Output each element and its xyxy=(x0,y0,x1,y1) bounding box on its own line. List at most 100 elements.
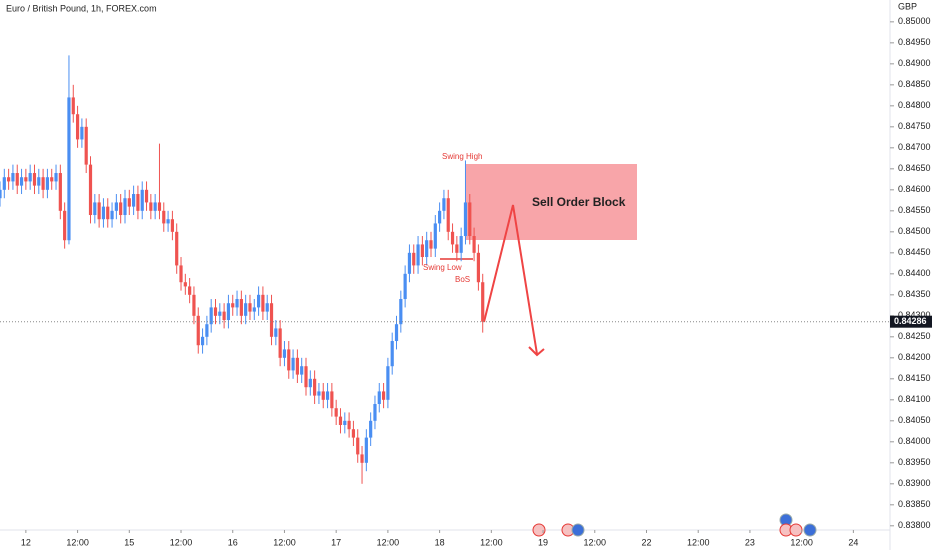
candle-body xyxy=(97,202,101,220)
y-tick-label: 0.84050 xyxy=(898,415,931,425)
x-tick-label: 12:00 xyxy=(377,537,400,547)
x-tick-label: 16 xyxy=(228,537,238,547)
candle-body xyxy=(334,408,338,417)
candle-body xyxy=(67,97,71,241)
candle-body xyxy=(455,244,459,253)
y-tick-label: 0.84600 xyxy=(898,184,931,194)
candle-body xyxy=(205,324,209,337)
candle-body xyxy=(386,366,390,400)
candle-body xyxy=(394,324,399,342)
candle-body xyxy=(222,311,226,321)
candle-body xyxy=(226,303,231,321)
candle-body xyxy=(304,366,308,388)
chart-title: Euro / British Pound, 1h, FOREX.com xyxy=(6,3,157,13)
x-tick-label: 19 xyxy=(538,537,548,547)
candle-body xyxy=(179,265,183,283)
y-tick-label: 0.84850 xyxy=(898,79,931,89)
y-tick-label: 0.84550 xyxy=(898,205,931,215)
x-tick-label: 23 xyxy=(745,537,755,547)
y-tick-label: 0.83850 xyxy=(898,499,931,509)
y-tick-label: 0.84200 xyxy=(898,352,931,362)
candle-body xyxy=(459,236,463,253)
candle-body xyxy=(84,126,88,165)
candle-body xyxy=(407,252,412,274)
y-tick-label: 0.83900 xyxy=(898,478,931,488)
candle-body xyxy=(420,244,424,258)
candle-body xyxy=(356,437,360,455)
order-block-zone xyxy=(465,164,637,240)
candle-body xyxy=(425,240,429,258)
candle-body xyxy=(132,194,136,207)
x-tick-label: 12:00 xyxy=(584,537,607,547)
y-tick-label: 0.84150 xyxy=(898,373,931,383)
candle-body xyxy=(244,303,248,316)
bos-label: BoS xyxy=(455,275,470,284)
candle-body xyxy=(15,173,19,186)
candle-body xyxy=(54,173,58,182)
candle-body xyxy=(106,206,110,220)
candle-body xyxy=(438,210,442,224)
candle-body xyxy=(37,177,41,186)
candle-body xyxy=(175,231,179,266)
candle-body xyxy=(330,391,334,409)
candle-body xyxy=(213,307,218,316)
candle-body xyxy=(136,194,140,211)
swing-high-label: Swing High xyxy=(442,152,482,161)
candle-body xyxy=(450,231,455,245)
candle-body xyxy=(338,416,343,426)
candle-body xyxy=(183,282,187,287)
candle-body xyxy=(481,282,485,322)
candle-body xyxy=(399,299,403,325)
y-tick-label: 0.83800 xyxy=(898,520,931,530)
candle-body xyxy=(110,210,114,220)
candle-body xyxy=(274,328,278,337)
x-tick-label: 24 xyxy=(848,537,858,547)
candle-body xyxy=(218,311,222,316)
candle-body xyxy=(235,299,239,308)
y-tick-label: 0.84400 xyxy=(898,268,931,278)
candle-body xyxy=(282,349,287,358)
candle-body xyxy=(2,177,6,190)
candle-body xyxy=(343,420,347,426)
arrow-head xyxy=(528,346,545,357)
candle-body xyxy=(313,378,317,396)
candle-body xyxy=(140,189,144,211)
candle-body xyxy=(192,294,196,316)
candle-body xyxy=(351,429,356,438)
candle-body xyxy=(472,236,476,253)
y-tick-label: 0.84100 xyxy=(898,394,931,404)
candle-body xyxy=(269,303,274,337)
candle-body xyxy=(416,244,420,266)
candle-body xyxy=(0,189,2,199)
x-tick-label: 22 xyxy=(641,537,651,547)
candle-body xyxy=(377,391,381,405)
x-tick-label: 15 xyxy=(124,537,134,547)
y-tick-label: 0.84650 xyxy=(898,163,931,173)
candle-body xyxy=(19,177,24,186)
candle-body xyxy=(11,173,15,182)
candle-body xyxy=(170,219,174,232)
order-block-label: Sell Order Block xyxy=(532,195,626,209)
candle-body xyxy=(231,303,235,308)
y-tick-label: 0.84950 xyxy=(898,37,931,47)
candle-body xyxy=(381,391,386,400)
candle-body xyxy=(45,177,50,190)
candle-body xyxy=(295,357,299,375)
candle-body xyxy=(308,378,312,388)
candle-body xyxy=(369,420,373,438)
y-tick-label: 0.84800 xyxy=(898,100,931,110)
candle-body xyxy=(317,391,321,396)
candle-body xyxy=(256,294,261,308)
candle-body xyxy=(373,404,377,421)
x-tick-label: 12:00 xyxy=(170,537,193,547)
x-tick-label: 12 xyxy=(21,537,31,547)
projection-arrow xyxy=(483,204,538,355)
candle-body xyxy=(239,299,243,316)
candle-body xyxy=(325,391,330,400)
candle-body xyxy=(188,286,192,295)
y-tick-label: 0.84750 xyxy=(898,121,931,131)
candle-body xyxy=(209,307,213,325)
candle-body xyxy=(442,198,446,211)
candle-body xyxy=(28,173,32,182)
candle-body xyxy=(278,328,282,358)
